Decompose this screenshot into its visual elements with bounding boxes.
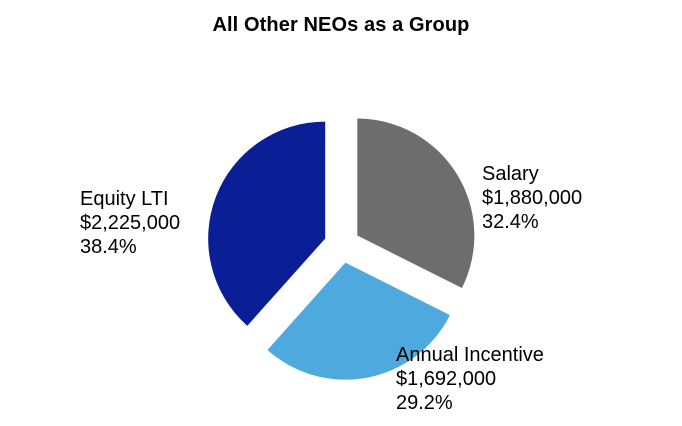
label-annual-incentive-percent: 29.2% [396, 392, 453, 414]
label-equity-lti-amount: $2,225,000 [80, 212, 181, 234]
pie-slice-annual-incentive [267, 262, 450, 380]
label-annual-incentive-amount: $1,692,000 [396, 368, 497, 390]
pie-slice-salary [357, 118, 475, 289]
label-annual-incentive: Annual Incentive $1,692,000 29.2% [396, 343, 544, 415]
label-equity-lti-name: Equity LTI [80, 188, 169, 210]
label-salary-amount: $1,880,000 [482, 187, 583, 209]
pie-slice-equity-lti [208, 121, 326, 326]
label-equity-lti: Equity LTI $2,225,000 38.4% [80, 187, 180, 259]
label-salary: Salary $1,880,000 32.4% [482, 162, 582, 234]
label-salary-percent: 32.4% [482, 211, 539, 233]
label-annual-incentive-name: Annual Incentive [396, 344, 544, 366]
label-salary-name: Salary [482, 163, 539, 185]
label-equity-lti-percent: 38.4% [80, 236, 137, 258]
chart-title: All Other NEOs as a Group [212, 14, 470, 36]
